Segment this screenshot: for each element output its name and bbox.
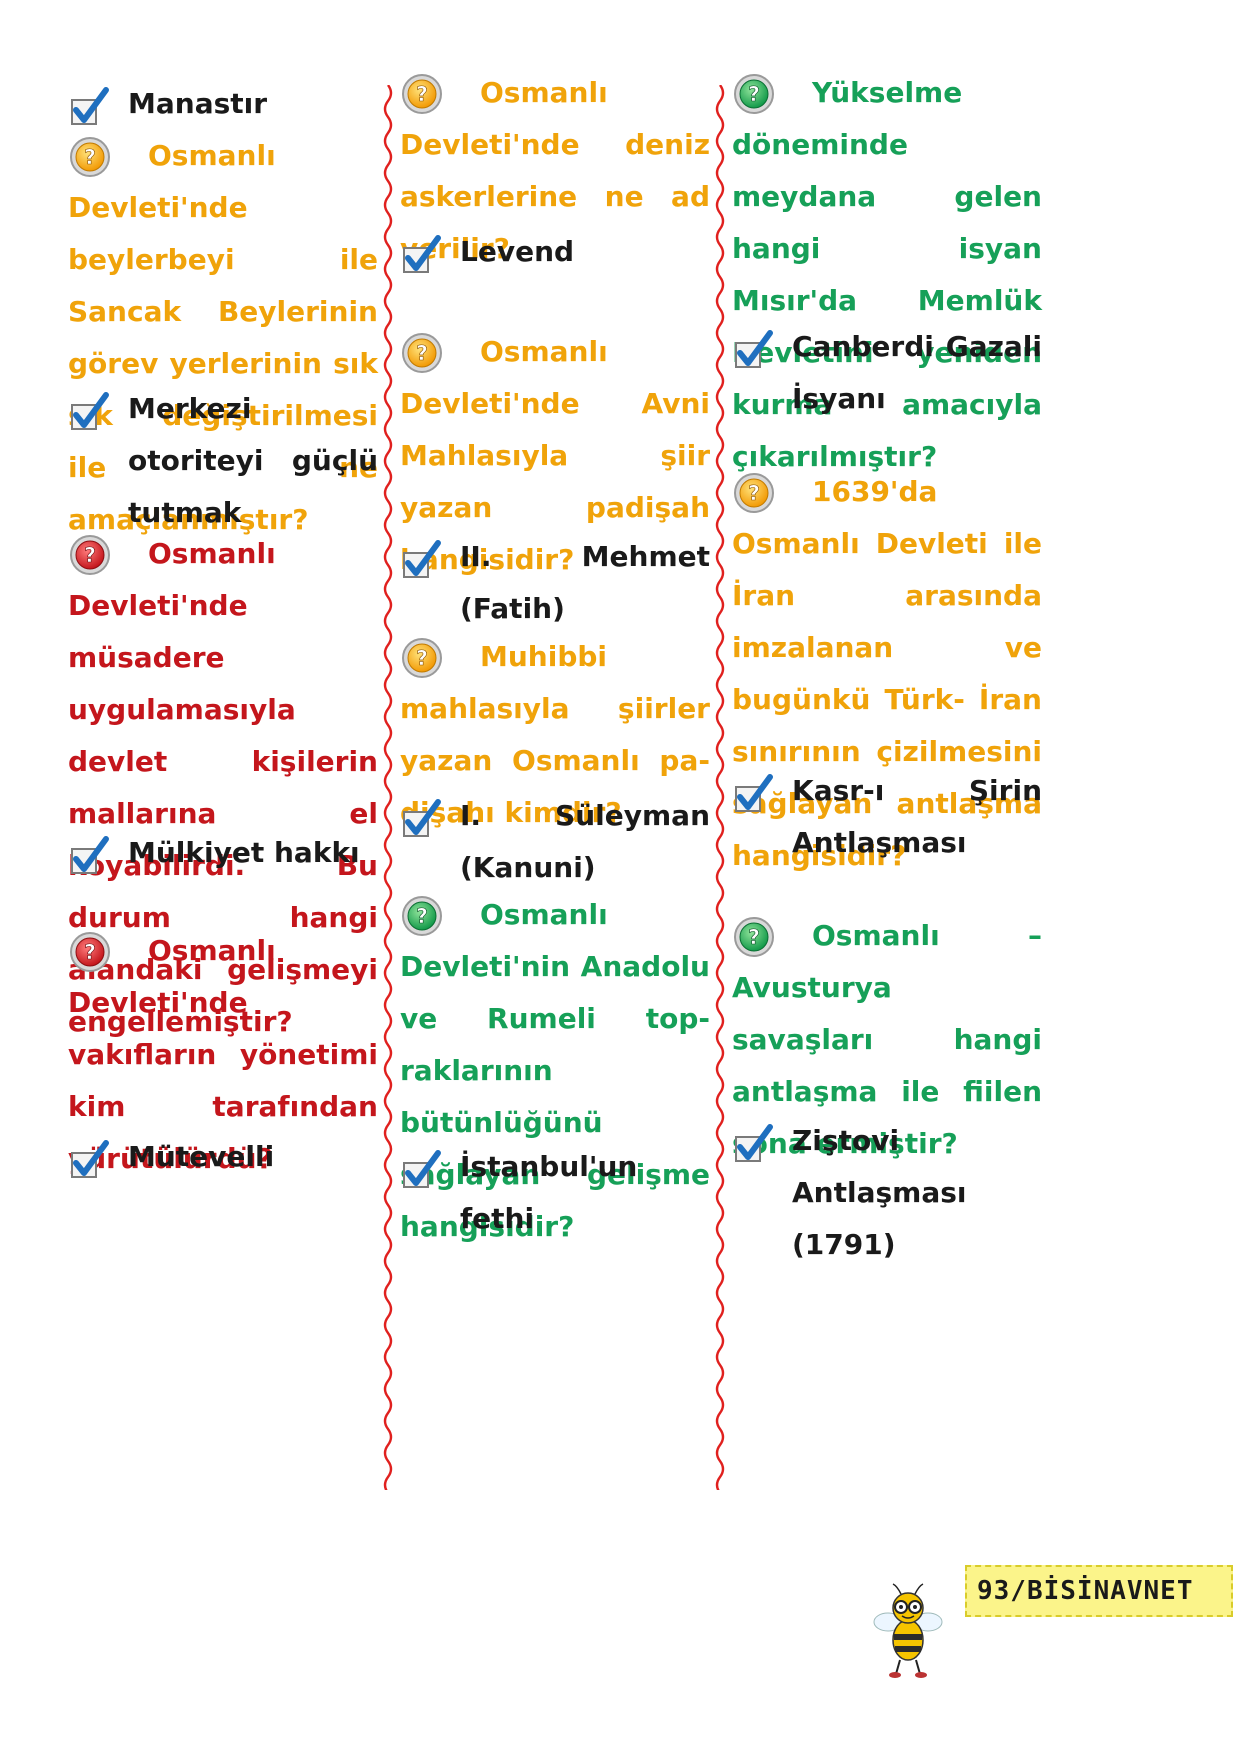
question-text: Osmanlı Devleti'nin Anadolu ve Rumeli to… (400, 898, 710, 1243)
check-icon (400, 537, 444, 581)
question-1639: 1639'da Osmanlı Devleti ile İran arasınd… (732, 466, 1042, 882)
answer-kasr: Kasr-ı Şirin Antlaş­ması (732, 765, 1042, 869)
answer-text: II. Mehmet (Fatih) (460, 540, 710, 625)
answer-text: I. Süleyman (Kanuni) (460, 799, 710, 884)
answer-kanuni: I. Süleyman (Kanuni) (400, 790, 710, 894)
check-icon (68, 84, 112, 128)
check-icon (732, 327, 776, 371)
answer-text: Kasr-ı Şirin Antlaş­ması (792, 774, 1042, 859)
check-icon (732, 771, 776, 815)
wavy-divider (715, 85, 725, 1490)
question-beylerbeyi: Osmanlı Devleti'n­de beylerbeyi ile Sanc… (68, 130, 378, 546)
answer-mutevelli: Mütevelli (68, 1131, 378, 1183)
question-musadere: Osmanlı Devleti'n­de müsadere uygulama­s… (68, 528, 378, 1048)
check-icon (68, 833, 112, 877)
answer-text: Canberdi Gazali İsya­nı (792, 330, 1042, 415)
answer-zistovi: Ziştovi Antlaşması (1791) (732, 1115, 1042, 1271)
question-icon (400, 72, 444, 116)
column-1: Manastır Osmanlı Devleti'n­de beylerbeyi… (68, 0, 378, 1754)
answer-text: İstanbul'un fethi (460, 1150, 638, 1235)
question-icon (400, 636, 444, 680)
column-3: Yükselme dönemin­de meydana gelen hangi … (732, 0, 1042, 1754)
answer-canberdi: Canberdi Gazali İsya­nı (732, 321, 1042, 425)
answer-text: Mütevelli (128, 1140, 275, 1173)
answer-levend: Levend (400, 226, 710, 278)
question-icon (732, 72, 776, 116)
question-text: Yükselme dönemin­de meydana gelen hangi … (732, 76, 1042, 473)
answer-text: Ziştovi Antlaşması (1791) (792, 1124, 967, 1261)
column-2: Osmanlı Devleti'n­de deniz askerlerine n… (400, 0, 710, 1754)
question-vakif: Osmanlı Devleti'n­de vakıfların yönetimi… (68, 925, 378, 1185)
page-number-text: 93/BİSİNAVNET (977, 1576, 1194, 1606)
check-icon (68, 1137, 112, 1181)
question-anadolu: Osmanlı Devleti'nin Anadolu ve Rumeli to… (400, 889, 710, 1253)
check-icon (732, 1121, 776, 1165)
question-yukselme: Yükselme dönemin­de meydana gelen hangi … (732, 67, 1042, 483)
question-text: Osmanlı Devleti'n­de vakıfların yönetimi… (68, 934, 378, 1175)
answer-text: Manastır (128, 87, 268, 120)
wavy-divider (383, 85, 393, 1490)
answer-merkezi: Merkezi otoriteyi güçlü tutmak (68, 383, 378, 539)
answer-text: Mülkiyet hakkı (128, 836, 360, 869)
page-number-badge: 93/BİSİNAVNET (965, 1565, 1233, 1617)
answer-fatih: II. Mehmet (Fatih) (400, 531, 710, 635)
bee-mascot-icon (873, 1583, 943, 1678)
question-icon (68, 930, 112, 974)
question-text: Osmanlı Devleti'n­de deniz askerlerine n… (400, 76, 710, 265)
question-icon (400, 331, 444, 375)
check-icon (400, 1147, 444, 1191)
question-text: Osmanlı Devleti'n­de müsadere uygulama­s… (68, 537, 378, 1038)
question-icon (732, 471, 776, 515)
question-icon (68, 533, 112, 577)
question-text: 1639'da Osmanlı Devleti ile İran arasınd… (732, 475, 1042, 872)
question-muhibbi: Muhibbi mahlasıyla şiirler yazan Osmanlı… (400, 631, 710, 839)
check-icon (68, 389, 112, 433)
answer-text: Levend (460, 235, 575, 268)
answer-mulkiyet: Mülkiyet hakkı (68, 827, 378, 879)
question-icon (732, 915, 776, 959)
question-deniz: Osmanlı Devleti'n­de deniz askerlerine n… (400, 67, 710, 275)
answer-text: Merkezi otoriteyi güçlü tutmak (128, 392, 378, 529)
answer-manastir: Manastır (68, 78, 378, 130)
answer-istanbul: İstanbul'un fethi (400, 1141, 710, 1245)
question-text: Osmanlı Devleti'n­de beylerbeyi ile Sanc… (68, 139, 378, 536)
question-text: Muhibbi mahlasıyla şiirler yazan Osmanlı… (400, 640, 710, 829)
check-icon (400, 232, 444, 276)
check-icon (400, 796, 444, 840)
question-icon (400, 894, 444, 938)
question-icon (68, 135, 112, 179)
